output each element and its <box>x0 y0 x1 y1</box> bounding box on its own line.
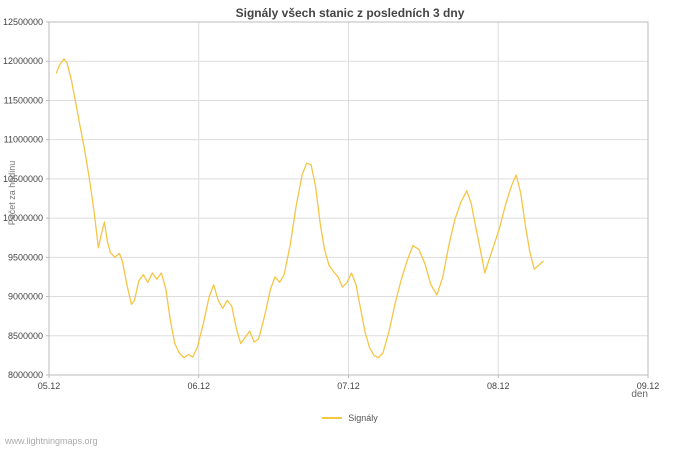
y-axis-title: Počet za hodinu <box>7 160 17 226</box>
y-tick-label: 11500000 <box>4 95 43 105</box>
x-tick-label: 05.12 <box>38 381 61 391</box>
y-tick-label: 9000000 <box>8 292 43 302</box>
y-tick-label: 11000000 <box>4 135 43 145</box>
x-axis-title: den <box>631 389 648 400</box>
y-tick-label: 10000000 <box>3 213 43 223</box>
x-tick-label: 09.12 <box>637 381 660 391</box>
legend: Signály <box>0 413 700 423</box>
x-tick-label: 06.12 <box>187 381 210 391</box>
footer-site-link[interactable]: www.lightningmaps.org <box>5 436 98 446</box>
x-tick-label: 07.12 <box>337 381 360 391</box>
y-tick-label: 10500000 <box>3 174 43 184</box>
y-tick-label: 8000000 <box>8 370 43 380</box>
y-tick-label: 9500000 <box>8 252 43 262</box>
chart-title: Signály všech stanic z posledních 3 dny <box>235 6 465 20</box>
y-tick-label: 12500000 <box>3 17 43 27</box>
legend-label: Signály <box>348 413 378 423</box>
series-line-signály <box>55 58 544 359</box>
y-tick-label: 8500000 <box>8 331 43 341</box>
legend-line-swatch <box>322 417 343 419</box>
x-tick-label: 08.12 <box>487 381 510 391</box>
y-tick-label: 12000000 <box>3 56 43 66</box>
